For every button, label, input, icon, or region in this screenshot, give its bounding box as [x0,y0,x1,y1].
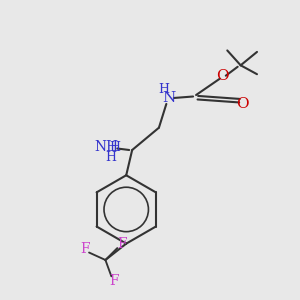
Text: O: O [217,69,229,83]
Text: F: F [117,237,127,250]
Text: H: H [110,140,121,154]
Text: O: O [236,97,248,111]
Text: H: H [158,83,169,97]
Text: F: F [110,274,119,288]
Text: H: H [106,151,117,164]
Text: N: N [163,91,176,105]
Text: F: F [80,242,89,256]
Text: NH: NH [95,140,119,154]
